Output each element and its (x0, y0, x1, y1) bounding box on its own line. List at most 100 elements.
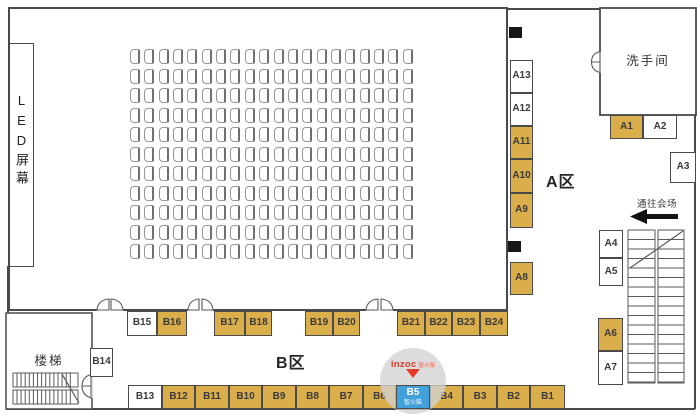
booth-label: B11 (203, 390, 221, 402)
seat (373, 88, 384, 103)
seat (201, 107, 212, 123)
seat (373, 49, 384, 64)
booth-B7: B7 (329, 385, 363, 409)
seat (201, 224, 212, 240)
seat (173, 68, 184, 84)
zone-a-label: A区 (546, 174, 576, 191)
seat (330, 68, 341, 84)
stairs-right-icon (627, 229, 685, 384)
seat (173, 49, 184, 64)
seat (373, 244, 384, 259)
seat (158, 146, 169, 162)
seat (316, 224, 327, 240)
to-venue-label: 通往会场 (637, 199, 678, 210)
booth-A8: A8 (510, 262, 533, 295)
booth-label: B17 (220, 317, 239, 329)
booth-A5: A5 (599, 258, 623, 286)
seat (330, 244, 341, 259)
seat (201, 244, 212, 259)
seat (316, 88, 327, 103)
seat (273, 107, 284, 123)
seat (201, 49, 212, 64)
seat (287, 166, 298, 181)
seat (316, 127, 327, 142)
seat (244, 244, 255, 259)
seat (216, 185, 227, 201)
seat (173, 185, 184, 201)
booth-B16: B16 (157, 311, 187, 336)
pillar (509, 27, 522, 38)
seat (302, 166, 313, 181)
booth-label: B1 (541, 390, 554, 402)
seat (345, 127, 356, 142)
booth-A4: A4 (599, 230, 623, 258)
booth-label: A1 (620, 120, 633, 132)
booth-label: B9 (272, 390, 286, 402)
booth-label: A6 (604, 328, 617, 340)
seat (259, 244, 270, 259)
seat (359, 107, 370, 123)
seat (345, 166, 356, 181)
door-icon (187, 298, 200, 311)
seat (130, 146, 140, 162)
booth-B3: B3 (463, 385, 497, 409)
seat (173, 127, 184, 142)
to-venue-arrow-icon (630, 209, 678, 224)
booth-B9: B9 (262, 385, 296, 409)
stairs-label: 楼梯 (34, 354, 64, 368)
seat (216, 107, 227, 123)
seat (359, 146, 370, 162)
seat (359, 224, 370, 240)
seat (130, 88, 140, 103)
seat (345, 205, 356, 220)
booth-label: A12 (512, 103, 531, 115)
seat (244, 146, 255, 162)
seat (259, 224, 270, 240)
booth-label: B6 (373, 390, 386, 402)
booth-B23: B23 (452, 311, 480, 336)
seat (144, 205, 155, 220)
seat (259, 205, 270, 220)
booth-label: B12 (169, 390, 188, 402)
seat (130, 224, 140, 240)
seat (187, 224, 198, 240)
seat (388, 127, 399, 142)
seat (345, 146, 356, 162)
seat (244, 224, 255, 240)
seat (216, 127, 227, 142)
seat (216, 166, 227, 181)
booth-A9: A9 (510, 193, 533, 228)
seat (359, 166, 370, 181)
door-icon (110, 298, 124, 311)
booth-B21: B21 (397, 311, 425, 336)
booth-B12: B12 (162, 385, 195, 409)
seat (144, 166, 155, 181)
seat (373, 107, 384, 123)
stairs-left-icon (12, 372, 80, 405)
seat (230, 68, 241, 84)
seat (158, 205, 169, 220)
seat (130, 185, 140, 201)
seat (373, 166, 384, 181)
seat (173, 88, 184, 103)
seat (373, 68, 384, 84)
seat (187, 244, 198, 259)
seat (201, 146, 212, 162)
seat (316, 49, 327, 64)
booth-label: A5 (604, 265, 618, 277)
seat (144, 88, 155, 103)
booth-A10: A10 (510, 159, 533, 193)
zone-b-label: B区 (276, 355, 306, 372)
brand-logo: inzoc (390, 359, 417, 370)
seat (330, 205, 341, 220)
brand-callout: inzoc 智火柴 (378, 354, 448, 372)
seat (173, 205, 184, 220)
seat (302, 68, 313, 84)
seat (144, 127, 155, 142)
seat (187, 166, 198, 181)
booth-sublabel: 智火柴 (403, 399, 422, 406)
seat (230, 127, 241, 142)
booth-label: B7 (339, 390, 353, 402)
booth-B13: B13 (128, 385, 162, 409)
